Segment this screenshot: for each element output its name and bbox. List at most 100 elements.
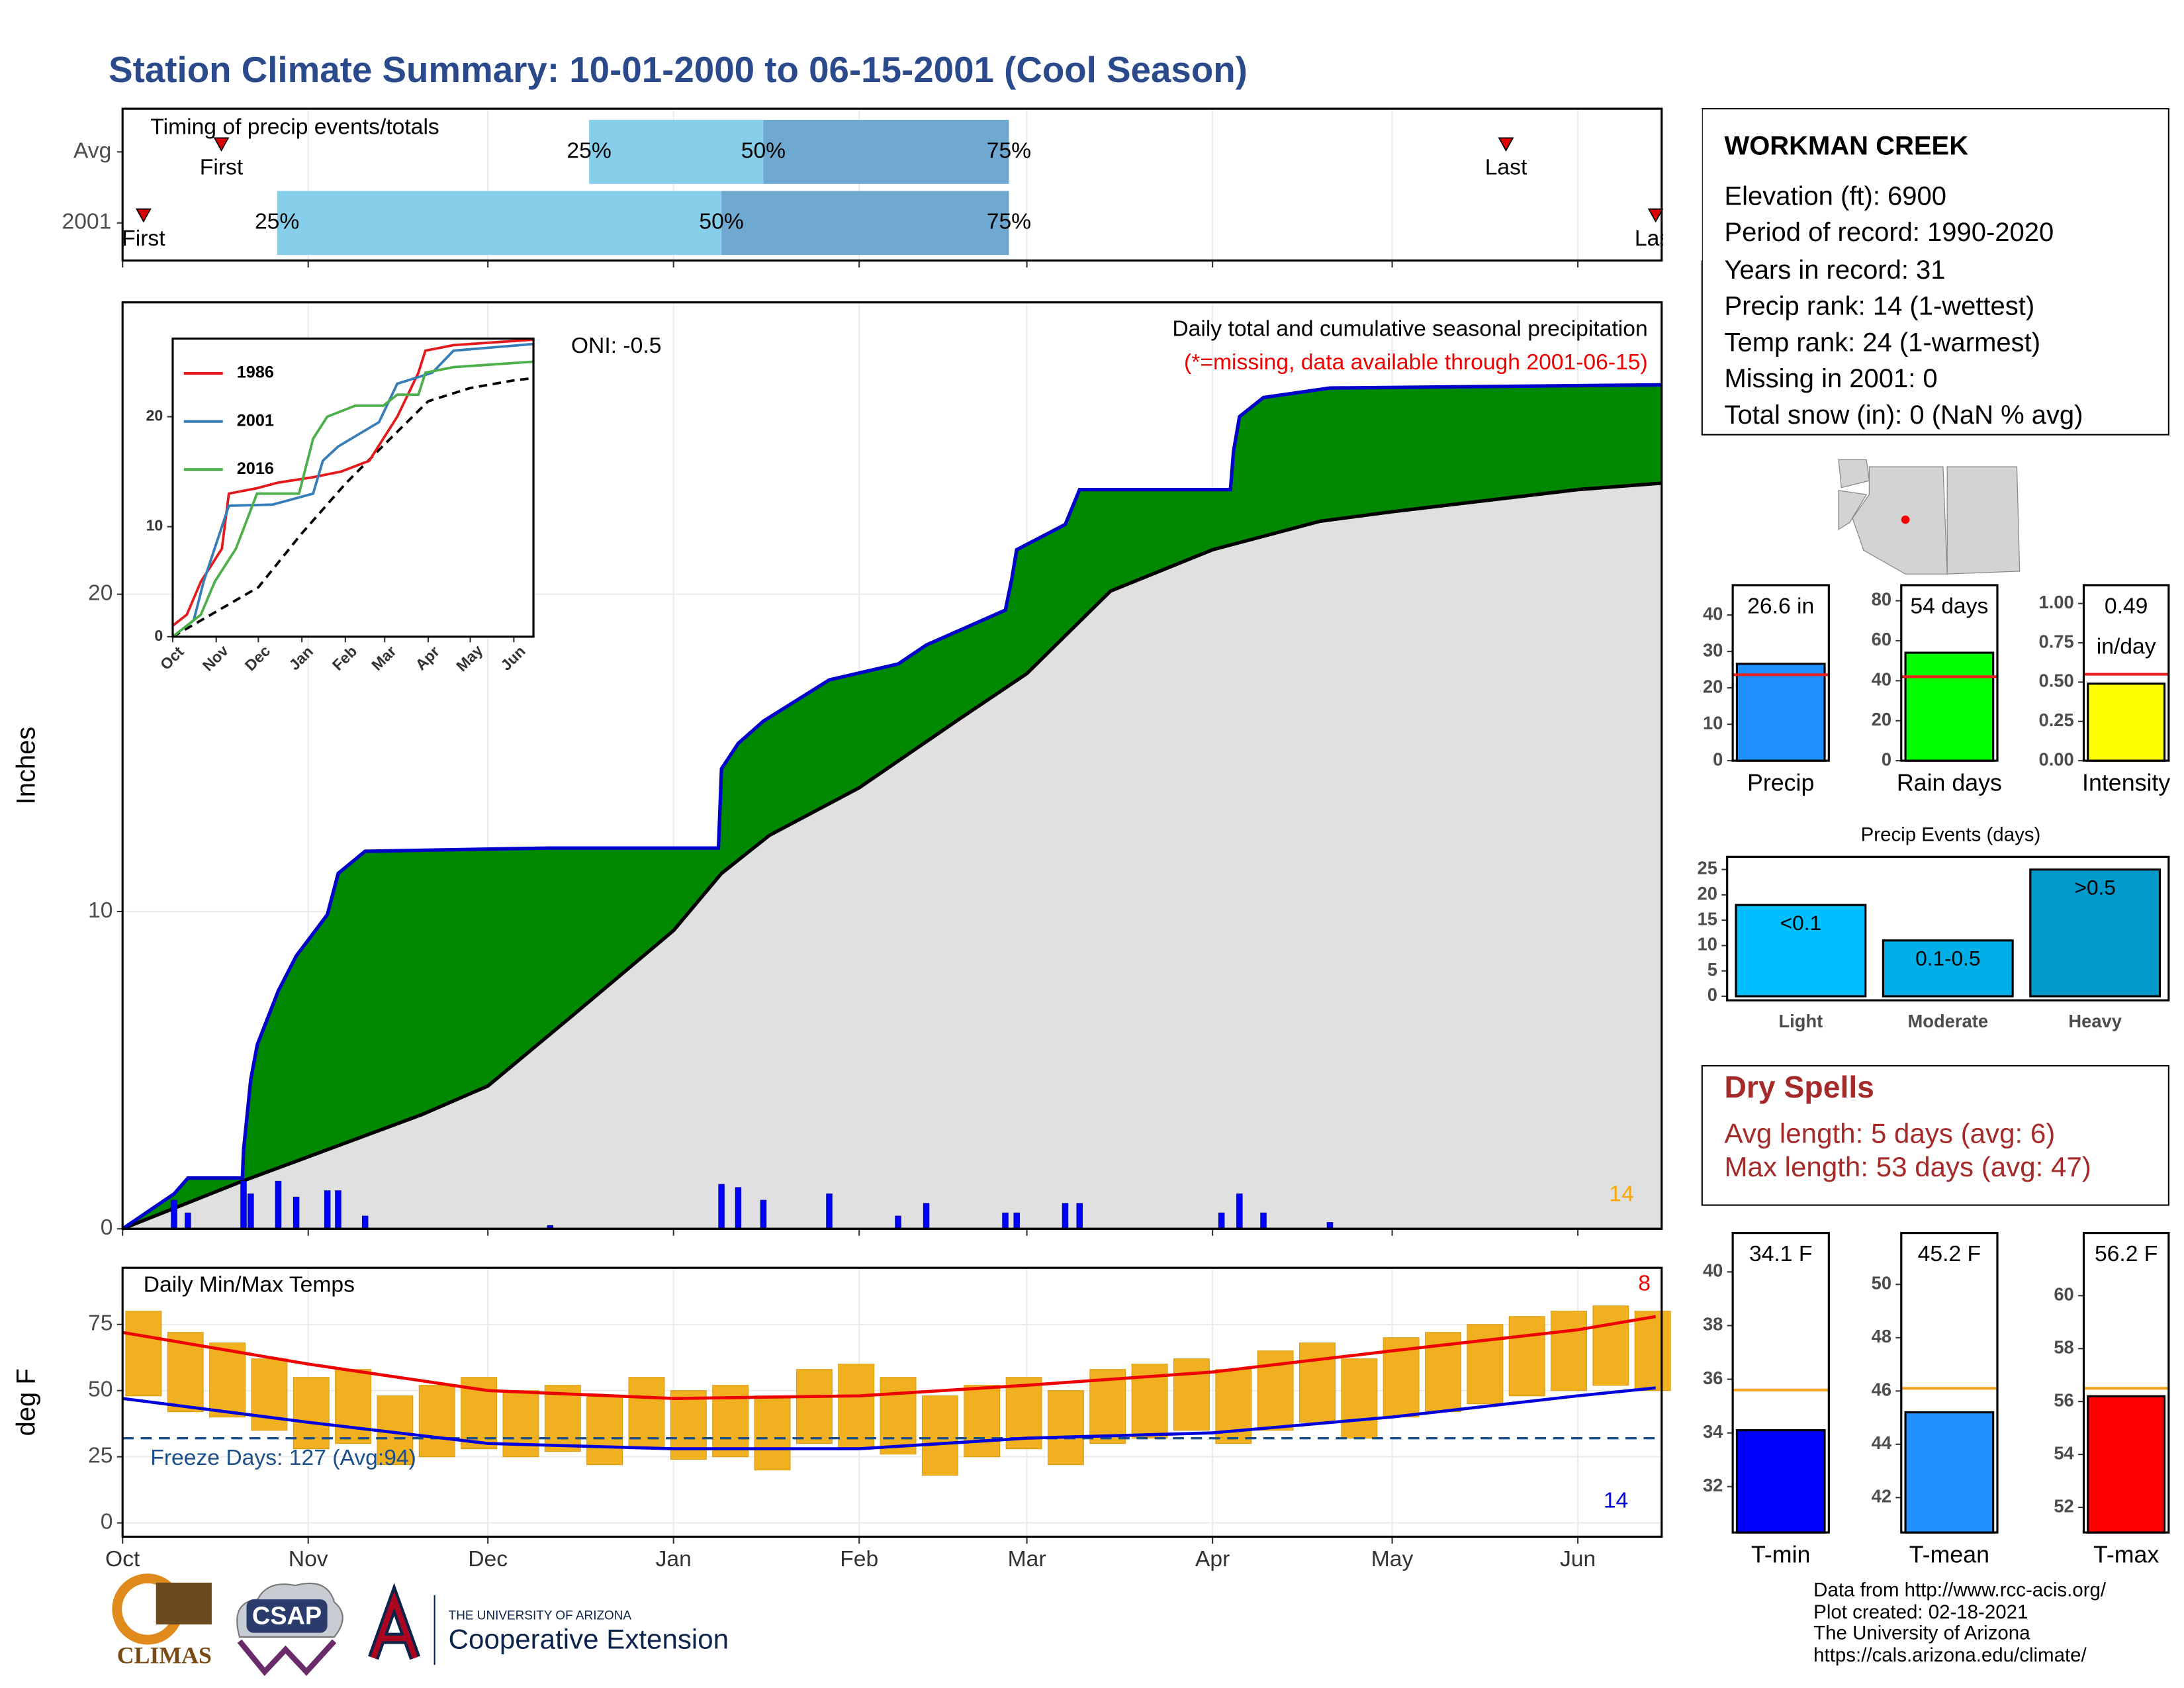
csap-logo: CSAP: [252, 1602, 322, 1630]
y-tick-label: 10: [146, 517, 163, 534]
y-axis-label: Inches: [12, 727, 41, 805]
y-tick-label: 0: [101, 1510, 113, 1534]
note: 14: [1609, 1182, 1633, 1207]
y-tick-label: 10: [88, 898, 113, 923]
temp-range-bar: [880, 1377, 917, 1455]
y-tick-label: 25: [1698, 858, 1717, 878]
daily-bar: [1076, 1203, 1083, 1229]
legend-label: 2001: [237, 411, 274, 430]
value-label: <0.1: [1780, 911, 1821, 935]
daily-bar: [171, 1199, 177, 1229]
y-tick-label: 1.00: [2039, 592, 2074, 612]
category-label: T-mean: [1909, 1541, 1989, 1568]
quantile-label: 75%: [987, 210, 1031, 234]
footer-line: The University of Arizona: [1813, 1622, 2030, 1644]
station-line: Years in record: 31: [1724, 256, 1945, 285]
y-tick-label: 20: [1872, 709, 1891, 729]
x-tick-label: Nov: [289, 1547, 328, 1571]
panel-title: Daily total and cumulative seasonal prec…: [1172, 317, 1647, 342]
quantile-label: 50%: [741, 138, 786, 163]
daily-bar: [185, 1212, 191, 1229]
temp-range-bar: [838, 1364, 875, 1450]
daily-bar: [293, 1196, 300, 1229]
station-line: Precip rank: 14 (1-wettest): [1724, 292, 2034, 321]
y-tick-label: 20: [1703, 676, 1723, 696]
temp-range-bar: [209, 1342, 246, 1418]
summary-bar: [2087, 1395, 2166, 1534]
y-tick-label: 25: [88, 1444, 113, 1468]
legend-label: 2016: [237, 459, 274, 478]
panel-frame: [171, 337, 535, 638]
timing-bar: [721, 191, 1009, 256]
y-tick-label: 20: [146, 407, 163, 424]
series-line: [171, 360, 534, 638]
panel-frame: [1726, 855, 2170, 1002]
y-tick-label: 58: [2054, 1337, 2073, 1358]
station-line: Elevation (ft): 6900: [1724, 181, 1946, 211]
y-tick-label: 15: [1698, 908, 1717, 929]
temp-range-bar: [418, 1385, 455, 1458]
event-label: Last: [1485, 156, 1527, 180]
temp-range-bar: [125, 1311, 162, 1397]
summary-bar: [1904, 1411, 1995, 1534]
daily-bar: [1260, 1212, 1267, 1229]
y-tick-label: 0: [1882, 749, 1891, 769]
annotation: Freeze Days: 127 (Avg:94): [150, 1446, 416, 1470]
event-marker: [135, 208, 152, 223]
temp-range-bar: [1047, 1390, 1084, 1466]
station-dot: [1901, 515, 1910, 524]
station-line: Total snow (in): 0 (NaN % avg): [1724, 400, 2083, 430]
quantile-label: 25%: [255, 210, 299, 234]
row-label: Avg: [73, 138, 111, 163]
value-label: >0.5: [2075, 875, 2116, 899]
event-label: First: [200, 156, 244, 180]
quantile-label: 50%: [699, 210, 743, 234]
y-tick-label: 0.50: [2039, 671, 2074, 691]
locator-map: [1838, 459, 2027, 585]
temp-range-bar: [754, 1395, 791, 1471]
value-label: 34.1 F: [1749, 1242, 1812, 1266]
station-info: Elevation (ft): 6900 Period of record: 1…: [1724, 181, 2083, 429]
page-title: Station Climate Summary: 10-01-2000 to 0…: [109, 49, 1248, 90]
climas-icon: [156, 1582, 212, 1624]
y-tick-label: 40: [1703, 1260, 1723, 1281]
observed-line: [121, 383, 1662, 1231]
temp-range-bar: [1592, 1305, 1629, 1386]
daily-bar: [335, 1190, 341, 1229]
y-tick-label: 0: [1713, 749, 1723, 769]
x-tick-label: Jun: [1560, 1547, 1596, 1571]
dry-spells-title: Dry Spells: [1724, 1070, 1874, 1104]
summary-bar: [1735, 1429, 1826, 1534]
extension-logo: Cooperative Extension: [449, 1623, 729, 1654]
panel-frame: [121, 1266, 1663, 1538]
y-tick-label: 32: [1703, 1475, 1723, 1495]
value-label: 0.49: [2105, 594, 2148, 619]
event-marker: [213, 137, 230, 152]
map-state: [1852, 466, 1948, 575]
event-marker: [1647, 208, 1664, 223]
panel-title: Timing of precip events/totals: [150, 115, 439, 140]
daily-bar: [895, 1215, 901, 1229]
y-tick-label: 30: [1703, 639, 1723, 660]
y-tick-label: 10: [1698, 934, 1717, 955]
footer-line: https://cals.arizona.edu/climate/: [1813, 1644, 2087, 1666]
daily-bar: [1218, 1212, 1225, 1229]
dry-spells-box: [1701, 1064, 2169, 1206]
daily-bar: [324, 1190, 331, 1229]
y-tick-label: 36: [1703, 1368, 1723, 1388]
temp-range-bar: [1634, 1311, 1671, 1391]
timing-bar: [763, 120, 1009, 184]
temp-range-bar: [628, 1377, 665, 1450]
event-bar: [1735, 904, 1867, 998]
daily-bar: [248, 1194, 254, 1229]
avg-min-line: [122, 1386, 1656, 1450]
y-tick-label: 50: [88, 1378, 113, 1402]
station-line: Period of record: 1990-2020: [1724, 218, 2054, 247]
average-line: [172, 377, 534, 638]
x-tick-label: Feb: [840, 1547, 878, 1571]
y-tick-label: 75: [88, 1311, 113, 1336]
annotation: ONI: -0.5: [571, 334, 662, 358]
temp-range-bar: [293, 1377, 330, 1450]
y-tick-label: 0.00: [2039, 749, 2074, 769]
y-tick-label: 20: [1698, 883, 1717, 904]
